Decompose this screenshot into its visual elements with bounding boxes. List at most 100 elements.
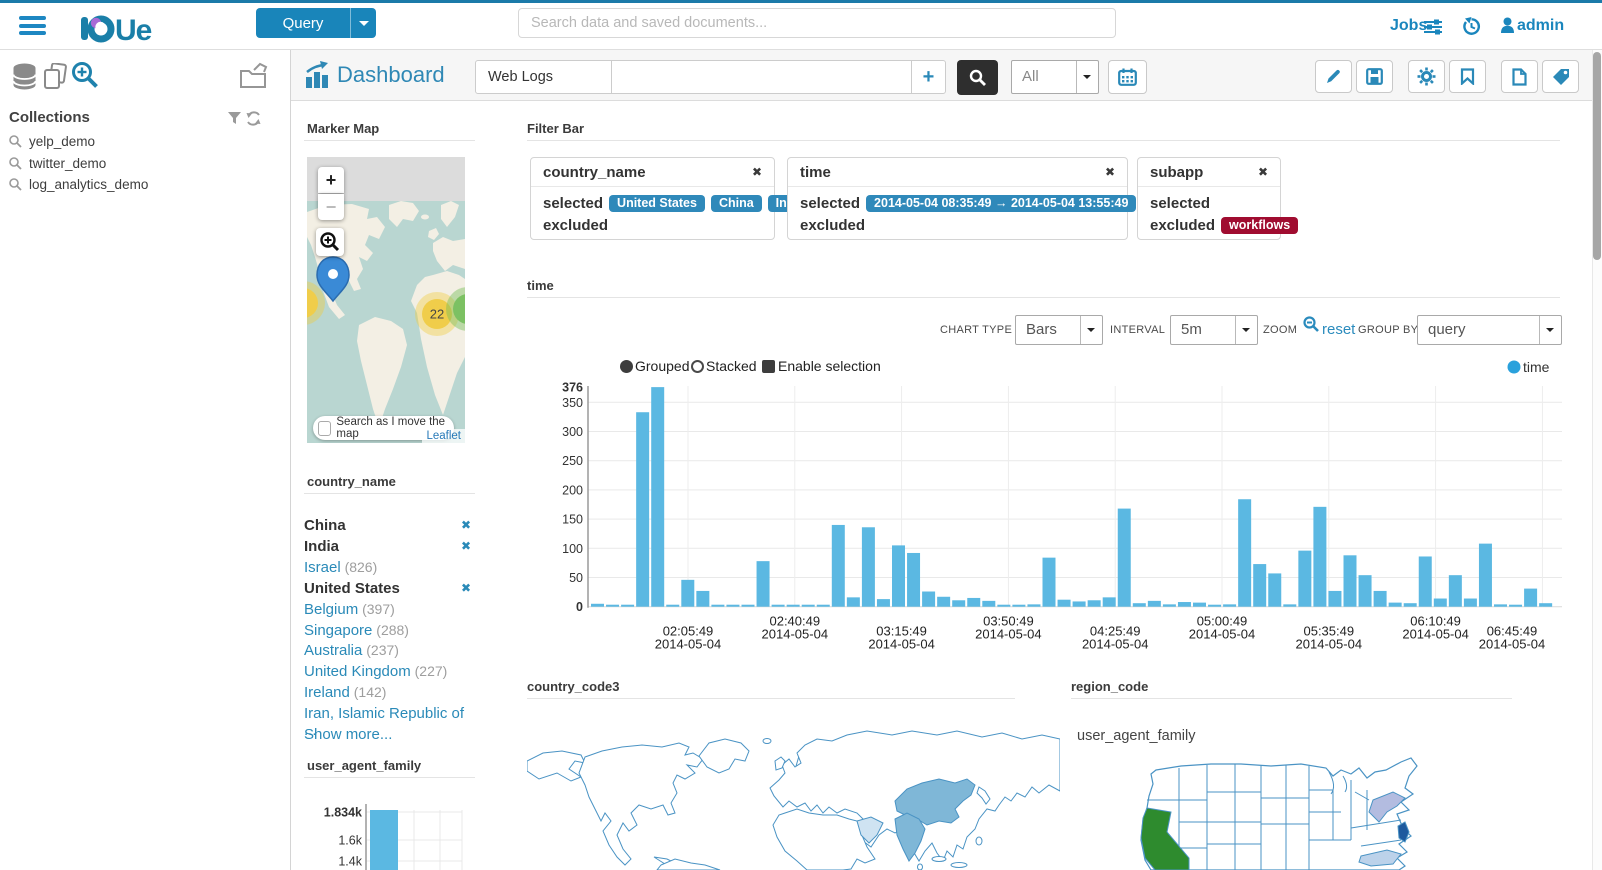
jobs-settings-icon[interactable]	[1424, 19, 1442, 35]
facet-label[interactable]: China	[304, 517, 346, 534]
time-bar	[606, 604, 620, 607]
filter-value-badge[interactable]: United States	[609, 195, 705, 212]
dashboard-icon	[306, 61, 328, 88]
facet-item[interactable]: Iran, Islamic Republic of ...	[304, 705, 475, 739]
map-zoom-out-button[interactable]: −	[318, 194, 344, 220]
jobs-link[interactable]: Jobs	[1390, 17, 1428, 34]
zoom-out-reset-icon[interactable]	[1303, 316, 1320, 333]
close-icon[interactable]: ✖	[751, 165, 762, 179]
hue-logo[interactable]: Ue	[80, 12, 180, 44]
svg-text:2014-05-04: 2014-05-04	[975, 627, 1041, 642]
map-zoom-in-button[interactable]: +	[318, 167, 344, 193]
database-icon[interactable]	[13, 63, 36, 90]
time-bar	[846, 597, 860, 607]
bookmark-button[interactable]	[1449, 60, 1486, 93]
add-filter-button[interactable]: +	[911, 60, 946, 94]
global-search-input[interactable]	[518, 8, 1116, 38]
time-bar	[1373, 590, 1387, 607]
edit-button[interactable]	[1315, 60, 1352, 93]
dashboard-search-input[interactable]	[611, 60, 912, 94]
user-agent-family-chart[interactable]: 1.834k 1.6k 1.4k	[304, 780, 475, 870]
search-button[interactable]	[957, 60, 998, 95]
search-icon	[9, 156, 22, 170]
collection-item[interactable]: log_analytics_demo	[9, 174, 148, 195]
menu-icon[interactable]	[19, 16, 46, 39]
facet-label[interactable]: Israel	[304, 558, 341, 576]
zoom-reset-link[interactable]: reset	[1322, 321, 1356, 338]
close-icon[interactable]: ✖	[1104, 165, 1115, 179]
country-code3-world-map[interactable]	[527, 701, 1060, 870]
time-bar	[771, 604, 785, 607]
interval-select[interactable]: 5m	[1170, 315, 1258, 345]
collection-item[interactable]: yelp_demo	[9, 131, 95, 152]
collection-item[interactable]: twitter_demo	[9, 153, 106, 174]
time-bar	[907, 552, 921, 607]
search-as-move-checkbox[interactable]	[318, 420, 332, 436]
group-by-select[interactable]: query	[1417, 315, 1562, 345]
scrollbar-track[interactable]	[1592, 50, 1602, 870]
facet-item[interactable]: United States ✖	[304, 580, 475, 600]
scrollbar-thumb[interactable]	[1593, 52, 1601, 260]
facet-label[interactable]: United Kingdom	[304, 663, 411, 681]
chart-type-select[interactable]: Bars	[1015, 315, 1103, 345]
facet-item[interactable]: India ✖	[304, 538, 475, 558]
history-icon[interactable]	[1462, 17, 1481, 35]
chevron-down-icon	[1087, 328, 1095, 336]
region-code-us-map[interactable]	[1071, 700, 1512, 870]
copy-documents-icon[interactable]	[43, 63, 68, 90]
facet-item[interactable]: Israel (826)	[304, 559, 475, 579]
facet-label[interactable]: United States	[304, 579, 400, 597]
collection-selector[interactable]: Web Logs	[475, 60, 612, 94]
documents-folder-icon[interactable]	[240, 62, 269, 90]
enable-selection-label[interactable]: Enable selection	[778, 358, 881, 374]
map-zoom-box-button[interactable]	[316, 228, 344, 256]
remove-facet-icon[interactable]: ✖	[460, 538, 471, 553]
facet-label[interactable]: Australia	[304, 642, 363, 660]
grouped-label[interactable]: Grouped	[635, 358, 690, 374]
remove-facet-icon[interactable]: ✖	[460, 518, 471, 532]
facet-item[interactable]: Ireland (142)	[304, 684, 475, 704]
user-menu[interactable]: admin	[1517, 17, 1565, 34]
filter-excluded-label: excluded	[1150, 217, 1216, 234]
save-button[interactable]	[1356, 60, 1393, 93]
facet-item[interactable]: Show more...	[304, 726, 475, 746]
tags-button[interactable]	[1542, 60, 1579, 93]
facet-label[interactable]: Belgium	[304, 600, 359, 618]
enable-selection-checkbox[interactable]	[762, 360, 775, 373]
close-icon[interactable]: ✖	[1257, 165, 1268, 179]
filter-value-badge[interactable]: workflows	[1221, 217, 1299, 234]
facet-item[interactable]: Singapore (288)	[304, 622, 475, 642]
remove-facet-icon[interactable]: ✖	[460, 580, 471, 595]
scope-select[interactable]: All	[1011, 60, 1099, 94]
facet-count: (288)	[372, 621, 409, 638]
facet-item[interactable]: Australia (237)	[304, 642, 475, 662]
country-name-title: country_name	[304, 474, 475, 494]
gear-icon	[1417, 67, 1436, 86]
filter-value-badge[interactable]: 2014-05-04 08:35:49 → 2014-05-04 13:55:4…	[866, 195, 1137, 212]
grouped-radio[interactable]	[620, 360, 633, 373]
facet-label[interactable]: India	[304, 537, 340, 555]
facet-label[interactable]: Ireland	[304, 684, 350, 702]
facet-label[interactable]: Iran, Islamic Republic of ...	[304, 705, 465, 740]
facet-item[interactable]: United Kingdom (227)	[304, 663, 475, 683]
stacked-radio[interactable]	[691, 360, 704, 373]
new-document-button[interactable]	[1501, 60, 1538, 93]
time-bar-chart[interactable]: 05010015020025030035037602:05:492014-05-…	[560, 350, 1565, 652]
marker-map[interactable]: 5222 + − Search as I move the map Leafle…	[307, 157, 465, 443]
zoom-in-icon[interactable]	[71, 61, 99, 90]
zoom-box-icon	[320, 232, 340, 252]
facet-item[interactable]: Belgium (397)	[304, 601, 475, 621]
facet-item[interactable]: China ✖	[304, 517, 475, 537]
filter-value-badge[interactable]: China	[710, 195, 762, 212]
calendar-button[interactable]	[1108, 60, 1147, 94]
settings-button[interactable]	[1408, 60, 1445, 93]
facet-count: (142)	[349, 684, 387, 701]
stacked-label[interactable]: Stacked	[706, 358, 757, 374]
query-dropdown-caret[interactable]	[350, 8, 376, 38]
leaflet-attribution[interactable]: Leaflet	[422, 429, 465, 443]
query-button[interactable]: Query	[256, 8, 350, 38]
filter-icon[interactable]	[228, 112, 242, 125]
facet-label[interactable]: Show more...	[304, 726, 393, 743]
facet-label[interactable]: Singapore	[304, 621, 373, 639]
refresh-icon[interactable]	[246, 111, 261, 126]
